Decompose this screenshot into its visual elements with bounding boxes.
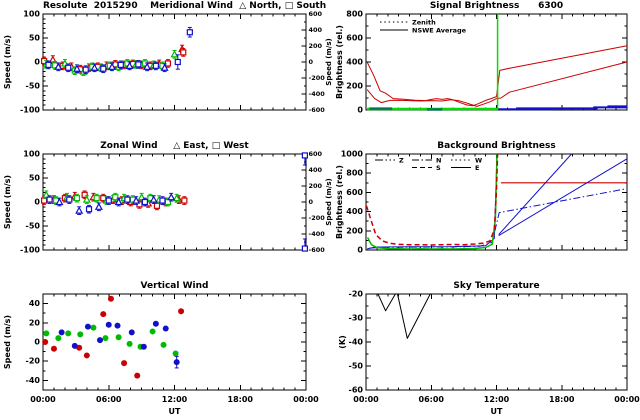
- svg-text:800: 800: [346, 10, 363, 19]
- svg-text:0: 0: [34, 58, 40, 67]
- panel-zonal-wind: Zonal Wind △ East, □ West -100 -50 0 50 100-…: [0, 140, 340, 280]
- svg-text:-40: -40: [349, 338, 364, 347]
- svg-text:UT: UT: [491, 407, 503, 416]
- svg-text:-400: -400: [309, 90, 326, 98]
- svg-text:800: 800: [346, 169, 363, 178]
- svg-text:Speed (m/s): Speed (m/s): [325, 38, 333, 85]
- svg-text:Speed (m/s): Speed (m/s): [3, 315, 12, 369]
- svg-text:50: 50: [29, 174, 41, 183]
- svg-text:00:00: 00:00: [293, 395, 319, 404]
- svg-text:NSWE Average: NSWE Average: [412, 27, 467, 35]
- svg-text:Speed (m/s): Speed (m/s): [3, 35, 12, 89]
- svg-text:W: W: [475, 157, 482, 165]
- svg-text:200: 200: [309, 182, 323, 190]
- svg-text:18:00: 18:00: [228, 395, 254, 404]
- svg-text:0: 0: [34, 338, 40, 347]
- svg-text:-100: -100: [20, 106, 40, 115]
- svg-text:12:00: 12:00: [162, 395, 188, 404]
- svg-text:00:00: 00:00: [614, 395, 640, 404]
- zonal-wind-title: Zonal Wind △ East, □ West: [100, 141, 249, 151]
- svg-text:400: 400: [346, 207, 363, 216]
- background-brightness-title: Background Brightness: [437, 141, 556, 151]
- svg-text:UT: UT: [169, 407, 181, 416]
- sky-temperature-chart: -60 -50 -40 -30 -20 00:00 06:00 12:00 18:00 00:00…: [338, 290, 640, 417]
- svg-text:-400: -400: [309, 230, 326, 238]
- panel-signal-brightness: Signal Brightness 6300 0 200 400 600 800 Brig…: [335, 0, 640, 140]
- svg-text:-50: -50: [26, 82, 41, 91]
- svg-text:-600: -600: [309, 106, 326, 114]
- panel-meridional-wind: Resolute 2015290 Meridional Wind △ North…: [0, 0, 340, 140]
- svg-text:-100: -100: [20, 246, 40, 255]
- svg-text:Zenith: Zenith: [412, 19, 436, 27]
- svg-text:-60: -60: [349, 386, 364, 395]
- svg-text:100: 100: [23, 10, 40, 19]
- svg-text:200: 200: [346, 82, 363, 91]
- svg-text:06:00: 06:00: [96, 395, 122, 404]
- svg-text:20: 20: [29, 318, 41, 327]
- svg-text:06:00: 06:00: [419, 395, 445, 404]
- svg-text:Speed (m/s): Speed (m/s): [325, 178, 333, 225]
- svg-text:400: 400: [309, 26, 323, 34]
- svg-text:400: 400: [309, 166, 323, 174]
- svg-text:0: 0: [357, 106, 363, 115]
- background-brightness-chart: 0 200 400 600 800 1000 Brightness (rel.) Z NS WE: [335, 150, 628, 255]
- svg-text:100: 100: [23, 150, 40, 159]
- svg-text:N: N: [436, 157, 441, 165]
- panel-sky-temperature: Sky Temperature -60 -50 -40 -30 -20 00:00 06:0…: [335, 280, 640, 420]
- svg-text:40: 40: [29, 299, 41, 308]
- svg-text:-20: -20: [26, 357, 41, 366]
- svg-text:-40: -40: [26, 376, 41, 385]
- svg-text:0: 0: [34, 198, 40, 207]
- svg-text:Brightness (rel.): Brightness (rel.): [335, 165, 344, 239]
- svg-text:200: 200: [309, 42, 323, 50]
- svg-text:Brightness (rel.): Brightness (rel.): [335, 25, 344, 99]
- panel-vertical-wind: Vertical Wind -40 -20 0 20 40 00:00 06:00 12:00…: [0, 280, 340, 420]
- svg-text:400: 400: [346, 58, 363, 67]
- svg-text:600: 600: [309, 150, 323, 158]
- svg-text:600: 600: [346, 34, 363, 43]
- zonal-wind-chart: -100 -50 0 50 100 -600 -400 -200 0 200 400 600 Speed…: [3, 150, 333, 255]
- panel-background-brightness: Background Brightness 0 200 400 600 800 1000 B…: [335, 140, 640, 280]
- svg-text:600: 600: [346, 188, 363, 197]
- vertical-wind-title: Vertical Wind: [140, 281, 209, 291]
- svg-text:-50: -50: [349, 362, 364, 371]
- svg-text:Z: Z: [399, 157, 404, 165]
- svg-text:Speed (m/s): Speed (m/s): [3, 175, 12, 229]
- svg-text:600: 600: [309, 10, 323, 18]
- vertical-wind-chart: -40 -20 0 20 40 00:00 06:00 12:00 18:00 00:00 UT Sp…: [3, 293, 319, 416]
- svg-text:-30: -30: [349, 314, 364, 323]
- svg-text:-20: -20: [349, 290, 364, 299]
- meridional-wind-chart: -100 -50 0 50 100 -600 -400 -200 0 200 400 600 Speed…: [3, 10, 333, 115]
- svg-text:12:00: 12:00: [484, 395, 510, 404]
- svg-text:-50: -50: [26, 222, 41, 231]
- svg-text:18:00: 18:00: [549, 395, 575, 404]
- svg-text:0: 0: [309, 198, 314, 206]
- svg-text:0: 0: [309, 58, 314, 66]
- signal-brightness-title: Signal Brightness 6300: [429, 1, 564, 11]
- svg-text:0: 0: [357, 246, 363, 255]
- svg-text:00:00: 00:00: [30, 395, 56, 404]
- svg-text:(K): (K): [338, 335, 347, 349]
- svg-text:1000: 1000: [341, 150, 364, 159]
- svg-text:200: 200: [346, 226, 363, 235]
- sky-temperature-title: Sky Temperature: [453, 281, 540, 291]
- svg-text:50: 50: [29, 34, 41, 43]
- svg-text:S: S: [436, 164, 441, 172]
- svg-text:00:00: 00:00: [353, 395, 379, 404]
- svg-text:E: E: [475, 164, 479, 172]
- svg-text:-200: -200: [309, 214, 326, 222]
- svg-text:-600: -600: [309, 246, 326, 254]
- svg-text:-200: -200: [309, 74, 326, 82]
